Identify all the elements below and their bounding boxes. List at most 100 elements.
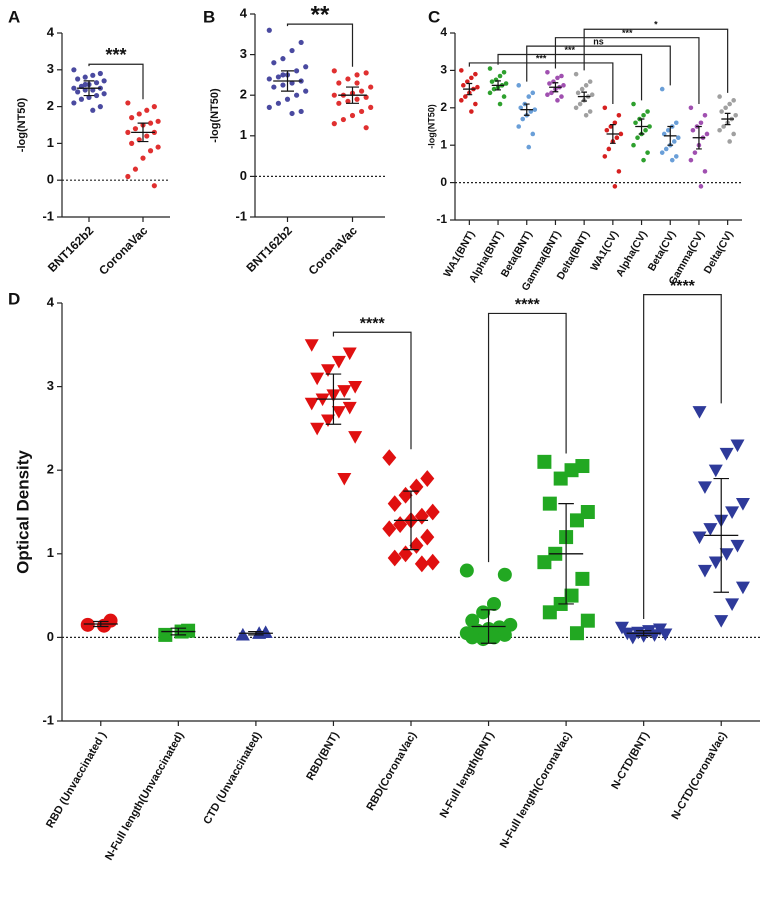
x-tick-label: Beta(CV): [646, 229, 679, 273]
y-tick-label: 4: [240, 5, 248, 20]
data-point: [158, 627, 173, 642]
data-point: [526, 144, 532, 150]
error-bar: [638, 118, 645, 135]
data-point: [465, 630, 480, 645]
x-tick-label: N-Full length(CoronaVac): [498, 730, 575, 851]
data-point: [75, 76, 81, 82]
data-point: [304, 397, 319, 411]
data-point: [78, 96, 85, 102]
data-point: [717, 127, 722, 133]
data-point: [501, 69, 507, 75]
data-point: [275, 74, 281, 80]
data-point: [635, 135, 640, 141]
data-point: [717, 94, 722, 99]
data-point: [345, 98, 351, 104]
y-axis-label: -log(NT50): [16, 97, 28, 152]
data-point: [516, 83, 522, 88]
data-point: [321, 414, 336, 428]
data-point: [303, 88, 309, 94]
data-point: [727, 139, 732, 144]
data-point: [698, 184, 704, 189]
data-point: [125, 100, 131, 106]
data-point: [688, 157, 694, 163]
x-tick-label: CoronaVac: [96, 223, 150, 277]
data-point: [487, 90, 493, 96]
data-point: [659, 150, 665, 155]
data-point: [465, 79, 470, 84]
x-tick-label: Delta(CV): [702, 229, 736, 276]
x-tick-label: N-CTD(BNT): [609, 730, 652, 792]
data-point: [336, 80, 342, 86]
significance-label: ****: [670, 278, 696, 295]
data-point: [528, 109, 534, 114]
data-point: [303, 64, 309, 70]
data-point: [612, 120, 618, 126]
data-point: [692, 150, 698, 155]
data-point: [473, 101, 478, 107]
significance-bracket: [286, 23, 354, 67]
y-axis-label: -log(NT50): [426, 104, 436, 149]
data-point: [735, 581, 750, 595]
data-point: [733, 112, 738, 118]
data-point: [583, 112, 589, 118]
data-point: [414, 507, 429, 525]
data-point: [688, 105, 694, 111]
data-point: [363, 125, 369, 131]
data-point: [420, 470, 435, 487]
data-point: [564, 463, 579, 478]
significance-bracket: [332, 331, 412, 450]
data-point: [659, 86, 665, 92]
data-point: [497, 101, 503, 107]
y-tick-label: -1: [436, 212, 447, 226]
data-point: [575, 90, 581, 96]
data-point: [382, 520, 397, 538]
panel-label: D: [8, 289, 20, 308]
data-point: [71, 67, 77, 73]
significance-bracket: [88, 63, 144, 100]
data-point: [491, 86, 497, 92]
data-point: [414, 555, 429, 573]
y-tick-label: 3: [47, 378, 54, 393]
data-point: [266, 104, 272, 110]
data-point: [559, 94, 564, 99]
data-point: [564, 588, 579, 603]
data-point: [349, 112, 356, 119]
data-point: [497, 73, 503, 79]
panel-label: A: [8, 7, 20, 26]
data-point: [645, 150, 650, 155]
data-point: [673, 120, 679, 126]
data-point: [298, 108, 304, 115]
data-point: [331, 355, 346, 369]
data-point: [337, 385, 352, 398]
data-point: [542, 496, 557, 511]
y-axis-label: -log(NT50): [209, 88, 221, 143]
significance-bracket: [497, 53, 643, 101]
error-bar: [281, 70, 294, 92]
data-point: [71, 85, 77, 91]
data-point: [93, 92, 100, 99]
data-point: [518, 105, 524, 111]
data-point: [459, 563, 474, 578]
x-tick-label: RBD(CoronaVac): [364, 730, 419, 813]
data-point: [714, 615, 729, 628]
data-point: [97, 70, 103, 77]
data-point: [147, 120, 154, 126]
data-point: [690, 127, 696, 133]
data-point: [266, 27, 272, 33]
data-point: [730, 439, 745, 453]
data-point: [463, 94, 468, 99]
data-point: [569, 626, 584, 641]
error-bar: [83, 80, 95, 97]
data-point: [125, 173, 131, 180]
significance-bracket: [468, 62, 614, 105]
x-tick-label: CoronaVac: [306, 223, 360, 277]
data-point: [542, 605, 557, 620]
data-point: [647, 629, 662, 642]
data-point: [697, 481, 712, 494]
data-point: [526, 94, 532, 99]
data-point: [730, 539, 745, 553]
data-point: [101, 91, 107, 97]
data-point: [144, 107, 150, 113]
data-point: [359, 108, 365, 115]
data-point: [476, 605, 491, 620]
